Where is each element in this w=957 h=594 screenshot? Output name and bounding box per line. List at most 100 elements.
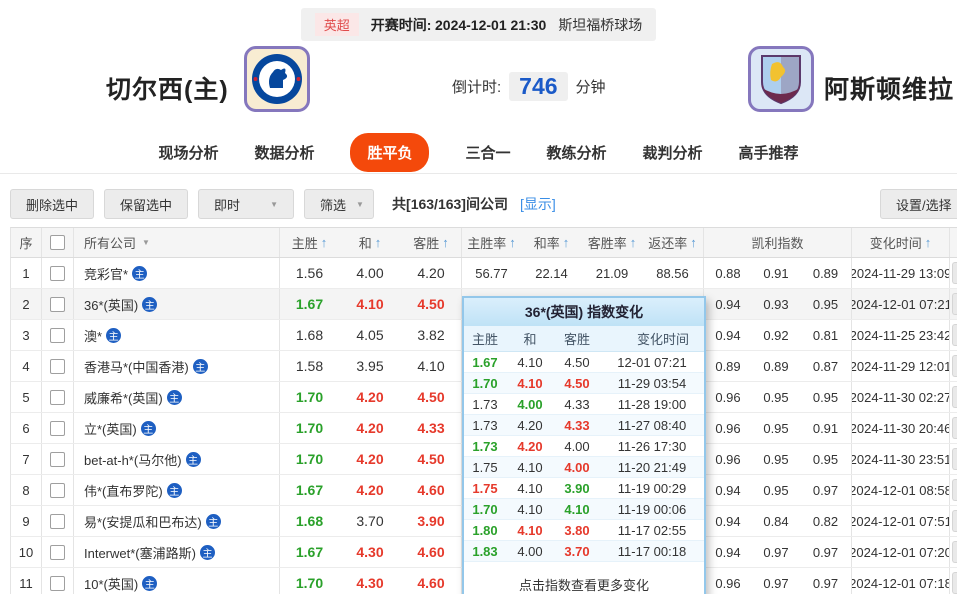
header-company[interactable]: 所有公司 ▼ [73, 228, 279, 257]
delete-selected-button[interactable]: 删除选中 [10, 189, 95, 219]
settings-button[interactable]: 设置/选择 [880, 189, 957, 219]
row-checkbox[interactable] [50, 327, 65, 343]
nav-tab[interactable]: 教练分析 [546, 145, 607, 162]
company-cell[interactable]: bet-at-h*(马尔他) 主 [73, 444, 279, 474]
header-home-rate[interactable]: 主胜率 ↑ [461, 228, 521, 257]
company-cell[interactable]: 立*(英国) 主 [73, 413, 279, 443]
nav-tab[interactable]: 裁判分析 [642, 145, 703, 162]
row-checkbox[interactable] [50, 358, 65, 374]
popup-away-odds[interactable]: 4.50 [564, 375, 590, 391]
draw-odds[interactable]: 4.05 [356, 327, 384, 343]
popup-draw-odds[interactable]: 4.10 [517, 354, 543, 370]
away-odds[interactable]: 4.50 [417, 296, 445, 312]
away-odds[interactable]: 4.60 [417, 482, 445, 498]
draw-odds[interactable]: 4.20 [356, 389, 384, 405]
popup-home-odds[interactable]: 1.67 [472, 354, 498, 370]
draw-odds[interactable]: 4.00 [356, 265, 384, 281]
popup-home-odds[interactable]: 1.75 [472, 480, 498, 496]
away-odds[interactable]: 4.33 [417, 420, 445, 436]
company-cell[interactable]: 竞彩官* 主 [73, 258, 279, 288]
row-action-button[interactable] [952, 262, 957, 284]
select-all-checkbox[interactable] [50, 235, 65, 250]
home-odds[interactable]: 1.70 [279, 413, 339, 443]
popup-draw-odds[interactable]: 4.10 [517, 501, 543, 517]
popup-draw-odds[interactable]: 4.10 [517, 480, 543, 496]
popup-home-odds[interactable]: 1.73 [472, 417, 498, 433]
company-cell[interactable]: 威廉希*(英国) 主 [73, 382, 279, 412]
popup-draw-odds[interactable]: 4.20 [517, 417, 543, 433]
filter-dropdown[interactable]: 筛选 ▼ [304, 189, 375, 219]
nav-tab[interactable]: 高手推荐 [738, 145, 799, 162]
row-checkbox[interactable] [50, 265, 65, 281]
popup-draw-odds[interactable]: 4.10 [517, 375, 543, 391]
row-action-button[interactable] [952, 293, 957, 315]
company-cell[interactable]: 10*(英国) 主 [73, 568, 279, 594]
row-action-button[interactable] [952, 386, 957, 408]
popup-draw-odds[interactable]: 4.10 [517, 459, 543, 475]
draw-odds[interactable]: 4.20 [356, 420, 384, 436]
home-odds[interactable]: 1.67 [279, 475, 339, 505]
popup-home-odds[interactable]: 1.80 [472, 522, 498, 538]
away-odds[interactable]: 4.50 [417, 389, 445, 405]
show-link[interactable]: [显示] [519, 196, 556, 212]
nav-tab[interactable]: 数据分析 [254, 145, 315, 162]
instant-dropdown[interactable]: 即时 ▼ [198, 189, 295, 219]
row-checkbox[interactable] [50, 420, 65, 436]
popup-away-odds[interactable]: 4.50 [564, 354, 590, 370]
draw-odds[interactable]: 4.20 [356, 482, 384, 498]
home-odds[interactable]: 1.67 [279, 537, 339, 567]
home-odds[interactable]: 1.56 [279, 258, 339, 288]
header-draw-rate[interactable]: 和率 ↑ [521, 228, 582, 257]
row-action-button[interactable] [952, 417, 957, 439]
popup-away-odds[interactable]: 4.00 [564, 459, 590, 475]
popup-home-odds[interactable]: 1.70 [472, 375, 498, 391]
away-odds[interactable]: 4.60 [417, 575, 445, 591]
home-odds[interactable]: 1.70 [279, 382, 339, 412]
company-cell[interactable]: 易*(安提瓜和巴布达) 主 [73, 506, 279, 536]
row-checkbox[interactable] [50, 482, 65, 498]
home-odds[interactable]: 1.68 [279, 320, 339, 350]
popup-draw-odds[interactable]: 4.00 [517, 396, 543, 412]
popup-away-odds[interactable]: 4.33 [564, 396, 590, 412]
home-odds[interactable]: 1.67 [279, 289, 339, 319]
popup-draw-odds[interactable]: 4.10 [517, 522, 543, 538]
home-odds[interactable]: 1.70 [279, 444, 339, 474]
popup-away-odds[interactable]: 4.10 [564, 501, 590, 517]
draw-odds[interactable]: 4.30 [356, 575, 384, 591]
away-odds[interactable]: 4.60 [417, 544, 445, 560]
row-action-button[interactable] [952, 324, 957, 346]
row-action-button[interactable] [952, 479, 957, 501]
home-odds[interactable]: 1.70 [279, 568, 339, 594]
nav-tab[interactable]: 现场分析 [158, 145, 219, 162]
row-checkbox[interactable] [50, 296, 65, 312]
row-checkbox[interactable] [50, 389, 65, 405]
header-home-win[interactable]: 主胜 ↑ [279, 228, 339, 257]
row-action-button[interactable] [952, 572, 957, 594]
away-odds[interactable]: 4.50 [417, 451, 445, 467]
popup-home-odds[interactable]: 1.70 [472, 501, 498, 517]
header-away-rate[interactable]: 客胜率 ↑ [582, 228, 642, 257]
popup-away-odds[interactable]: 3.90 [564, 480, 590, 496]
popup-home-odds[interactable]: 1.73 [472, 438, 498, 454]
row-checkbox[interactable] [50, 544, 65, 560]
away-odds[interactable]: 4.10 [417, 358, 445, 374]
nav-tab[interactable]: 胜平负 [350, 133, 430, 172]
company-cell[interactable]: 香港马*(中国香港) 主 [73, 351, 279, 381]
popup-home-odds[interactable]: 1.73 [472, 396, 498, 412]
draw-odds[interactable]: 3.95 [356, 358, 384, 374]
away-odds[interactable]: 3.90 [417, 513, 445, 529]
popup-home-odds[interactable]: 1.75 [472, 459, 498, 475]
header-return-rate[interactable]: 返还率 ↑ [642, 228, 703, 257]
row-action-button[interactable] [952, 510, 957, 532]
popup-away-odds[interactable]: 4.33 [564, 417, 590, 433]
company-cell[interactable]: 伟*(直布罗陀) 主 [73, 475, 279, 505]
popup-away-odds[interactable]: 3.70 [564, 543, 590, 559]
away-odds[interactable]: 3.82 [417, 327, 445, 343]
row-checkbox[interactable] [50, 513, 65, 529]
away-odds[interactable]: 4.20 [417, 265, 445, 281]
keep-selected-button[interactable]: 保留选中 [104, 189, 189, 219]
row-checkbox[interactable] [50, 451, 65, 467]
row-checkbox[interactable] [50, 575, 65, 591]
draw-odds[interactable]: 4.10 [356, 296, 384, 312]
row-action-button[interactable] [952, 448, 957, 470]
